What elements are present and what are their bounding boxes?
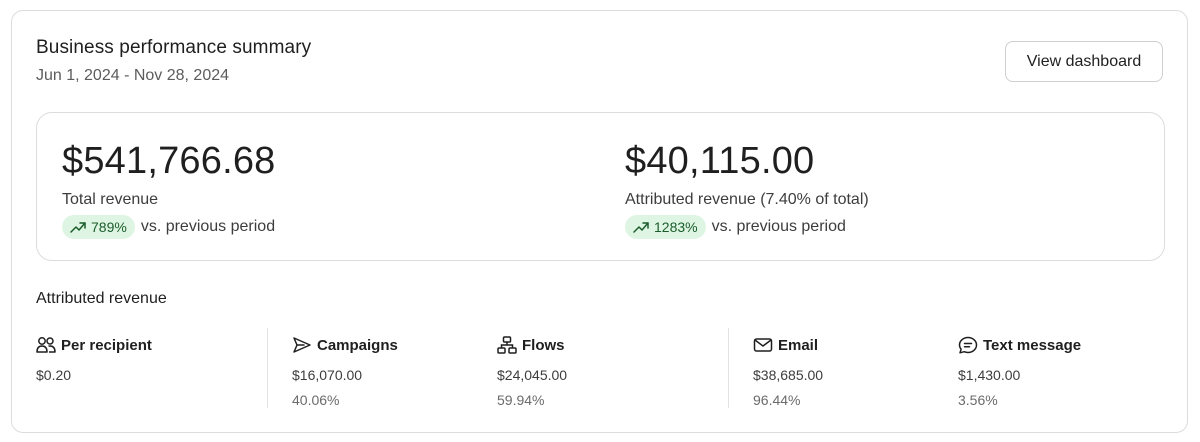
stat-label: Text message (983, 336, 1082, 354)
email-stat: Email $38,685.00 96.44% (753, 335, 824, 409)
performance-summary-card: Business performance summary Jun 1, 2024… (11, 10, 1188, 433)
stat-value: $38,685.00 (753, 367, 824, 383)
trend-badge: 1283% (625, 215, 706, 239)
per-recipient-stat: Per recipient $0.20 (36, 335, 152, 384)
date-range: Jun 1, 2024 - Nov 28, 2024 (36, 67, 230, 84)
stat-label: Campaigns (317, 336, 398, 354)
send-icon (293, 337, 311, 353)
attributed-revenue-heading: Attributed revenue (36, 290, 167, 307)
stat-value: $16,070.00 (292, 367, 363, 383)
attributed-revenue-change: 1283% vs. previous period (625, 215, 869, 239)
text-message-stat: Text message $1,430.00 3.56% (958, 335, 1082, 409)
column-divider (267, 328, 268, 408)
trend-percent: 1283% (654, 219, 698, 235)
total-revenue-label: Total revenue (62, 191, 159, 208)
card-title: Business performance summary (36, 37, 312, 58)
trend-up-icon (633, 222, 649, 233)
view-dashboard-button[interactable]: View dashboard (1005, 41, 1163, 82)
total-revenue-change: 789% vs. previous period (62, 215, 276, 239)
total-revenue-amount: $541,766.68 (62, 140, 276, 182)
flows-stat: Flows $24,045.00 59.94% (497, 335, 567, 408)
stat-label: Flows (522, 336, 565, 354)
comparison-text: vs. previous period (140, 218, 276, 235)
attributed-revenue-label: Attributed revenue (7.40% of total) (625, 191, 869, 208)
mail-icon (753, 338, 773, 352)
stat-label: Per recipient (61, 336, 152, 354)
trend-percent: 789% (91, 219, 127, 235)
campaigns-stat: Campaigns $16,070.00 40.06% (292, 335, 398, 409)
people-icon (36, 337, 56, 353)
trend-badge: 789% (62, 215, 135, 239)
stat-percent: 40.06% (292, 392, 340, 408)
total-revenue-metric: $541,766.68 Total revenue 789% vs. previ… (62, 139, 276, 239)
trend-up-icon (70, 222, 86, 233)
stat-value: $0.20 (36, 367, 72, 383)
attributed-revenue-amount: $40,115.00 (625, 140, 815, 182)
attributed-revenue-metric: $40,115.00 Attributed revenue (7.40% of … (625, 139, 869, 239)
stat-label: Email (778, 336, 819, 354)
comparison-text: vs. previous period (711, 218, 846, 235)
column-divider (728, 328, 729, 408)
stat-value: $1,430.00 (958, 367, 1021, 383)
stat-percent: 59.94% (497, 392, 545, 408)
revenue-summary-panel: $541,766.68 Total revenue 789% vs. previ… (36, 112, 1165, 261)
flow-icon (497, 336, 517, 354)
stat-percent: 3.56% (958, 392, 998, 408)
stat-value: $24,045.00 (497, 367, 568, 383)
message-icon (958, 336, 978, 354)
stat-percent: 96.44% (753, 392, 801, 408)
